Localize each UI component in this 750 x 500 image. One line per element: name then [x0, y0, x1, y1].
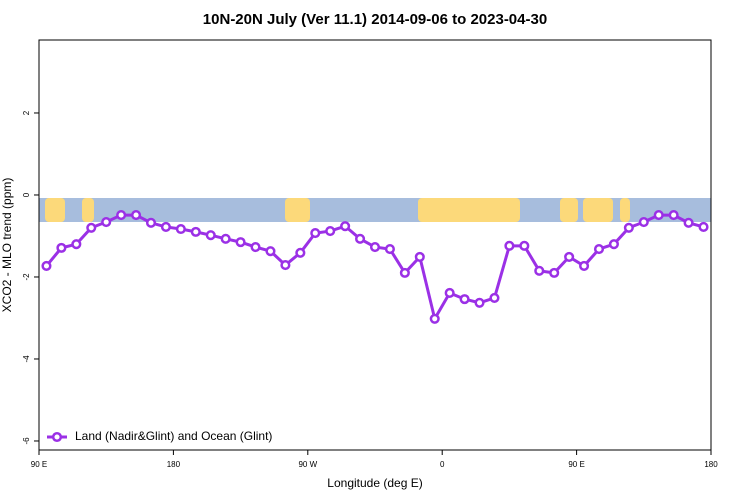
point	[504, 240, 515, 251]
point	[519, 240, 530, 251]
point	[280, 260, 291, 271]
point	[175, 223, 186, 235]
map-land	[285, 198, 310, 222]
legend-marker	[51, 431, 63, 443]
point	[698, 221, 709, 233]
point	[41, 260, 52, 271]
point	[668, 210, 679, 221]
plot-frame	[38, 39, 712, 451]
point	[116, 210, 127, 221]
point	[145, 217, 157, 228]
point	[160, 221, 171, 233]
point	[71, 239, 82, 250]
x-tick-label: 90 E	[31, 460, 47, 469]
point	[474, 297, 485, 308]
point	[459, 294, 470, 305]
point	[101, 216, 112, 228]
map-land	[620, 198, 630, 222]
point	[534, 265, 545, 276]
series-line	[45, 213, 704, 323]
point	[579, 260, 590, 271]
x-tick-label: 180	[704, 460, 718, 469]
map-land	[45, 198, 65, 222]
point	[608, 239, 619, 250]
map-land	[82, 198, 94, 222]
map-land	[500, 198, 520, 222]
point	[265, 246, 276, 257]
point	[56, 242, 67, 253]
point	[325, 226, 336, 237]
point	[384, 244, 395, 255]
chart-title: 10N-20N July (Ver 11.1) 2014-09-06 to 20…	[203, 11, 547, 28]
point	[131, 210, 142, 221]
legend-label: Land (Nadir&Glint) and Ocean (Glint)	[75, 429, 272, 443]
y-tick-label: -4	[22, 355, 31, 363]
y-tick-label: 2	[22, 110, 31, 115]
point	[340, 221, 351, 232]
point	[220, 233, 231, 244]
point	[190, 226, 201, 237]
x-tick-label: 90 W	[298, 460, 317, 469]
map-land	[418, 198, 518, 222]
point	[250, 242, 261, 253]
point	[564, 251, 575, 262]
y-tick-label: 0	[22, 192, 31, 197]
point	[235, 237, 246, 248]
point	[683, 217, 694, 228]
point	[653, 210, 664, 221]
point	[369, 242, 381, 253]
y-axis-label: XCO2 - MLO trend (ppm)	[0, 178, 14, 313]
point	[489, 292, 500, 303]
point	[355, 233, 366, 244]
point	[310, 228, 321, 239]
point	[205, 230, 216, 241]
y-tick-label: -6	[22, 437, 31, 445]
point	[399, 267, 410, 278]
point	[86, 222, 97, 233]
point	[549, 267, 560, 278]
map-land	[583, 198, 613, 222]
x-tick-label: 180	[167, 460, 181, 469]
x-tick-label: 0	[440, 460, 445, 469]
point	[444, 287, 455, 299]
x-tick-label: 90 E	[568, 460, 584, 469]
point	[593, 244, 605, 255]
y-tick-label: -2	[22, 273, 31, 281]
point	[638, 216, 649, 228]
map-land	[560, 198, 578, 222]
point	[429, 313, 440, 324]
point	[295, 247, 306, 258]
point	[623, 222, 634, 233]
x-axis-label: Longitude (deg E)	[327, 476, 422, 490]
point	[414, 251, 425, 262]
